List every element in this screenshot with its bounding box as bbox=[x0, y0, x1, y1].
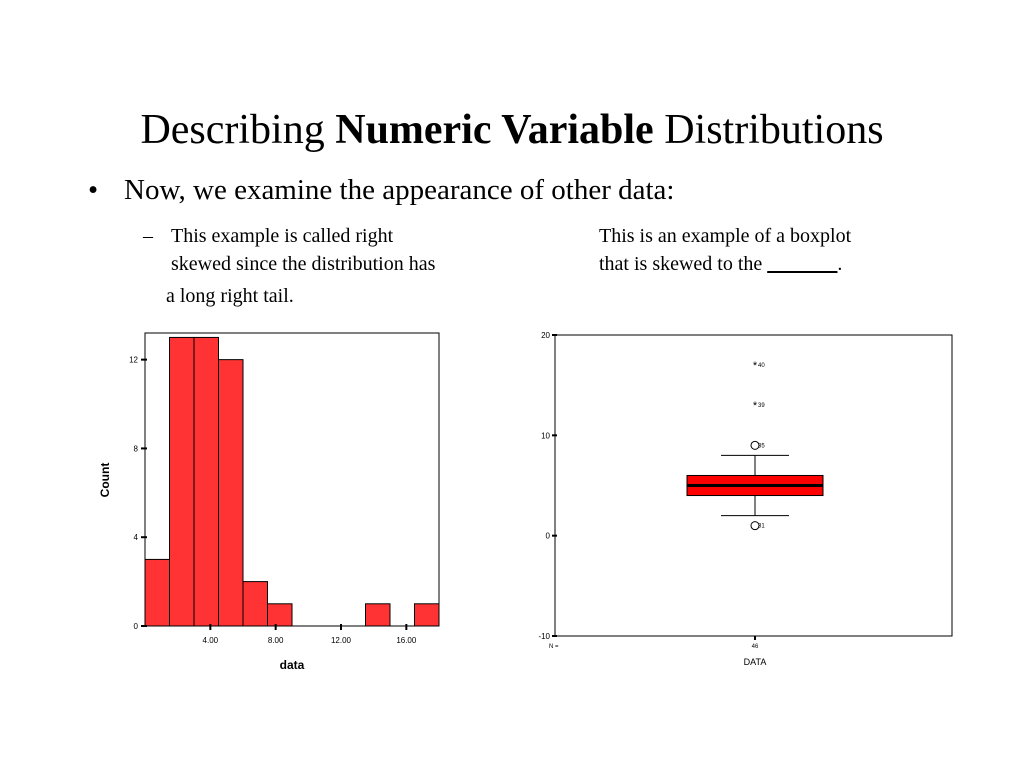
left-line-2: skewed since the distribution has bbox=[171, 253, 436, 275]
sub-bullet-dash: – bbox=[143, 225, 153, 247]
right-line-2-suffix: . bbox=[837, 253, 843, 275]
main-bullet: • Now, we examine the appearance of other… bbox=[88, 174, 674, 207]
title-prefix: Describing bbox=[140, 107, 336, 153]
outlier-circle bbox=[750, 521, 760, 531]
title-suffix: Distributions bbox=[653, 107, 884, 153]
y-tick-label: -10 bbox=[538, 632, 550, 641]
outlier-label: 40 bbox=[758, 363, 765, 369]
y-tick-label: 10 bbox=[541, 431, 550, 440]
right-description: This is an example of a boxplot that is … bbox=[599, 222, 851, 278]
x-tick-label: 12.00 bbox=[331, 636, 352, 645]
x-tick-label: 4.00 bbox=[203, 636, 219, 645]
x-axis-title: DATA bbox=[744, 657, 767, 667]
n-value: 46 bbox=[752, 644, 759, 650]
y-axis-title: Count bbox=[98, 463, 112, 498]
bullet-marker: • bbox=[88, 174, 99, 206]
left-description: – This example is called right skewed sin… bbox=[143, 222, 435, 278]
histogram-bar bbox=[193, 336, 219, 627]
y-tick-label: 4 bbox=[134, 533, 139, 542]
y-tick-label: 0 bbox=[134, 622, 139, 631]
slide-title: Describing Numeric Variable Distribution… bbox=[0, 106, 1024, 154]
y-tick-label: 0 bbox=[546, 532, 551, 541]
right-line-2-prefix: that is skewed to the bbox=[599, 253, 768, 275]
histogram-bar bbox=[218, 359, 244, 627]
outlier-circle bbox=[750, 440, 760, 450]
y-tick-label: 12 bbox=[129, 356, 138, 365]
x-tick-label: 8.00 bbox=[268, 636, 284, 645]
histogram-bar bbox=[267, 603, 293, 627]
y-tick-label: 20 bbox=[541, 331, 550, 340]
histogram-bar bbox=[365, 603, 391, 627]
x-axis-title: data bbox=[280, 658, 305, 672]
histogram-chart: 0 4 8 12 4.00 8.00 12.00 16.00 Count data bbox=[98, 332, 440, 672]
outlier-label: 31 bbox=[758, 524, 765, 530]
histogram-bar bbox=[169, 336, 195, 627]
n-label: N = bbox=[549, 644, 559, 650]
y-tick-label: 8 bbox=[134, 444, 139, 453]
left-line-1: This example is called right bbox=[171, 225, 394, 247]
bullet-text: Now, we examine the appearance of other … bbox=[124, 174, 675, 206]
outlier-star: * bbox=[753, 400, 758, 412]
left-line-3: a long right tail. bbox=[166, 285, 294, 307]
title-bold: Numeric Variable bbox=[335, 107, 654, 153]
outlier-label: 39 bbox=[758, 403, 765, 409]
fill-in-blank: _______ bbox=[767, 253, 838, 275]
right-line-1: This is an example of a boxplot bbox=[599, 225, 852, 247]
histogram-bar bbox=[242, 581, 268, 627]
histogram-bar bbox=[144, 558, 170, 627]
outlier-star: * bbox=[753, 360, 758, 372]
histogram-bar bbox=[414, 603, 440, 627]
x-tick-label: 16.00 bbox=[396, 636, 417, 645]
outlier-label: 35 bbox=[758, 443, 765, 449]
